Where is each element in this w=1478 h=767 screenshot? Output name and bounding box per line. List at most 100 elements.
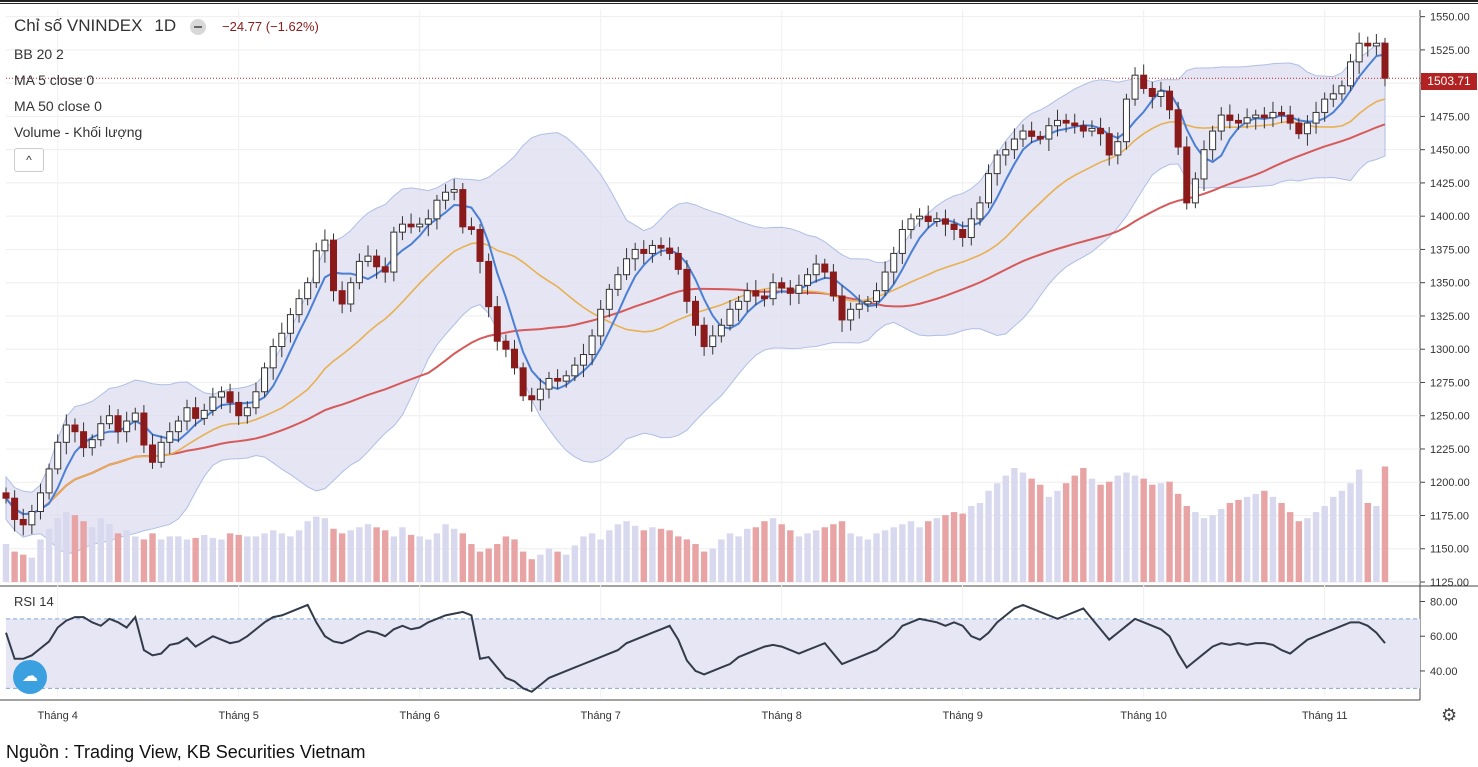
candle-body — [1347, 61, 1355, 87]
tradingview-logo-icon[interactable]: ☁ — [13, 660, 47, 694]
volume-bar — [416, 536, 423, 582]
legend-volume[interactable]: Volume - Khối lượng — [14, 124, 143, 140]
candle-body — [872, 290, 880, 302]
volume-bar — [657, 528, 665, 582]
legend-ma50[interactable]: MA 50 close 0 — [14, 98, 102, 114]
price-tick-label: 1350.00 — [1430, 278, 1470, 290]
candle-body — [881, 271, 889, 292]
candle-body — [1028, 130, 1036, 137]
candle-body — [174, 420, 182, 433]
legend-ma5[interactable]: MA 5 close 0 — [14, 72, 95, 88]
volume-bar — [1045, 496, 1053, 582]
candle-body — [640, 248, 648, 254]
price-chart[interactable]: 1125.00 1150.00 1175.00 1200.00 1225.00 1250.… — [0, 0, 1478, 740]
collapse-legend-button[interactable]: ^ — [14, 148, 44, 172]
volume-bar — [364, 524, 372, 582]
volume-bar — [54, 518, 61, 582]
volume-bar — [899, 524, 906, 582]
volume-bar — [606, 530, 613, 582]
volume-bar — [252, 536, 260, 582]
last-price-label: 1503.71 — [1421, 73, 1477, 90]
candle-body — [536, 388, 544, 401]
volume-bar — [1071, 475, 1078, 582]
candle-body — [476, 228, 484, 262]
volume-bar — [769, 518, 777, 582]
volume-bar — [1226, 502, 1234, 582]
volume-bar — [1321, 506, 1328, 582]
month-label: Tháng 5 — [219, 710, 259, 722]
volume-bar — [1037, 484, 1044, 582]
volume-bar — [28, 557, 36, 582]
volume-bar — [925, 521, 932, 582]
candle-body — [1183, 146, 1191, 204]
candle-body — [769, 282, 777, 300]
volume-bar — [761, 521, 768, 582]
volume-bar — [959, 513, 966, 582]
volume-bar — [933, 518, 941, 582]
candle-body — [1321, 98, 1329, 113]
candle-body — [330, 239, 338, 292]
volume-bar — [528, 559, 535, 582]
price-tick-label: 1275.00 — [1430, 377, 1470, 389]
candle-body — [416, 223, 424, 228]
candle-body — [571, 364, 579, 377]
rsi-line — [5, 603, 1386, 693]
candle-body — [1079, 125, 1087, 132]
volume-bar — [330, 528, 337, 582]
volume-bar — [675, 536, 682, 582]
volume-bar — [812, 530, 820, 582]
volume-bar — [700, 551, 708, 582]
volume-bar — [1062, 483, 1070, 582]
volume-bar — [476, 551, 484, 582]
candle-body — [864, 300, 872, 305]
candle-body — [97, 423, 105, 441]
candle-body — [105, 415, 113, 425]
volume-bar — [1088, 478, 1096, 582]
volume-bar — [244, 536, 251, 582]
candle-body — [562, 375, 570, 382]
candle-body — [1010, 138, 1018, 151]
candle-body — [338, 290, 346, 305]
volume-bar — [502, 536, 510, 582]
rsi-legend[interactable]: RSI 14 — [14, 594, 54, 609]
volume-bar — [1131, 475, 1139, 582]
legend-title[interactable]: Chỉ số VNINDEX 1D — [14, 17, 176, 34]
volume-bar — [399, 527, 406, 582]
volume-bar — [407, 534, 415, 582]
candle-body — [735, 300, 743, 310]
volume-bar — [795, 536, 803, 582]
candle-body — [941, 218, 949, 225]
candle-body — [398, 223, 406, 233]
candle-body — [200, 409, 208, 419]
candle-body — [1036, 135, 1044, 140]
candle-body — [924, 215, 932, 223]
candle-body — [847, 308, 855, 321]
candle-body — [1114, 141, 1122, 156]
legend-bb[interactable]: BB 20 2 — [14, 46, 64, 62]
candle-body — [916, 215, 924, 220]
volume-bar — [1106, 481, 1113, 582]
volume-bar — [45, 528, 53, 582]
price-tick-label: 1375.00 — [1430, 244, 1470, 256]
volume-bar — [71, 515, 79, 582]
candle-body — [1217, 114, 1225, 132]
volume-bar — [269, 530, 277, 582]
price-tick-label: 1150.00 — [1430, 544, 1469, 556]
volume-bar — [1355, 469, 1363, 582]
candle-body — [1209, 130, 1217, 151]
volume-bar — [1338, 490, 1346, 582]
gear-icon[interactable]: ⚙ — [1441, 705, 1458, 725]
volume-bar — [1278, 502, 1285, 582]
month-label: Tháng 6 — [400, 710, 440, 722]
candle-body — [623, 258, 631, 276]
candle-body — [1097, 127, 1105, 135]
candle-body — [304, 282, 312, 300]
volume-bar — [519, 551, 527, 582]
volume-bar — [942, 515, 949, 582]
volume-bar — [1019, 472, 1027, 582]
candle-body — [726, 308, 734, 326]
volume-bar — [847, 533, 854, 582]
candle-body — [519, 367, 527, 397]
volume-bar — [1373, 506, 1380, 582]
eye-icon[interactable] — [190, 19, 206, 35]
